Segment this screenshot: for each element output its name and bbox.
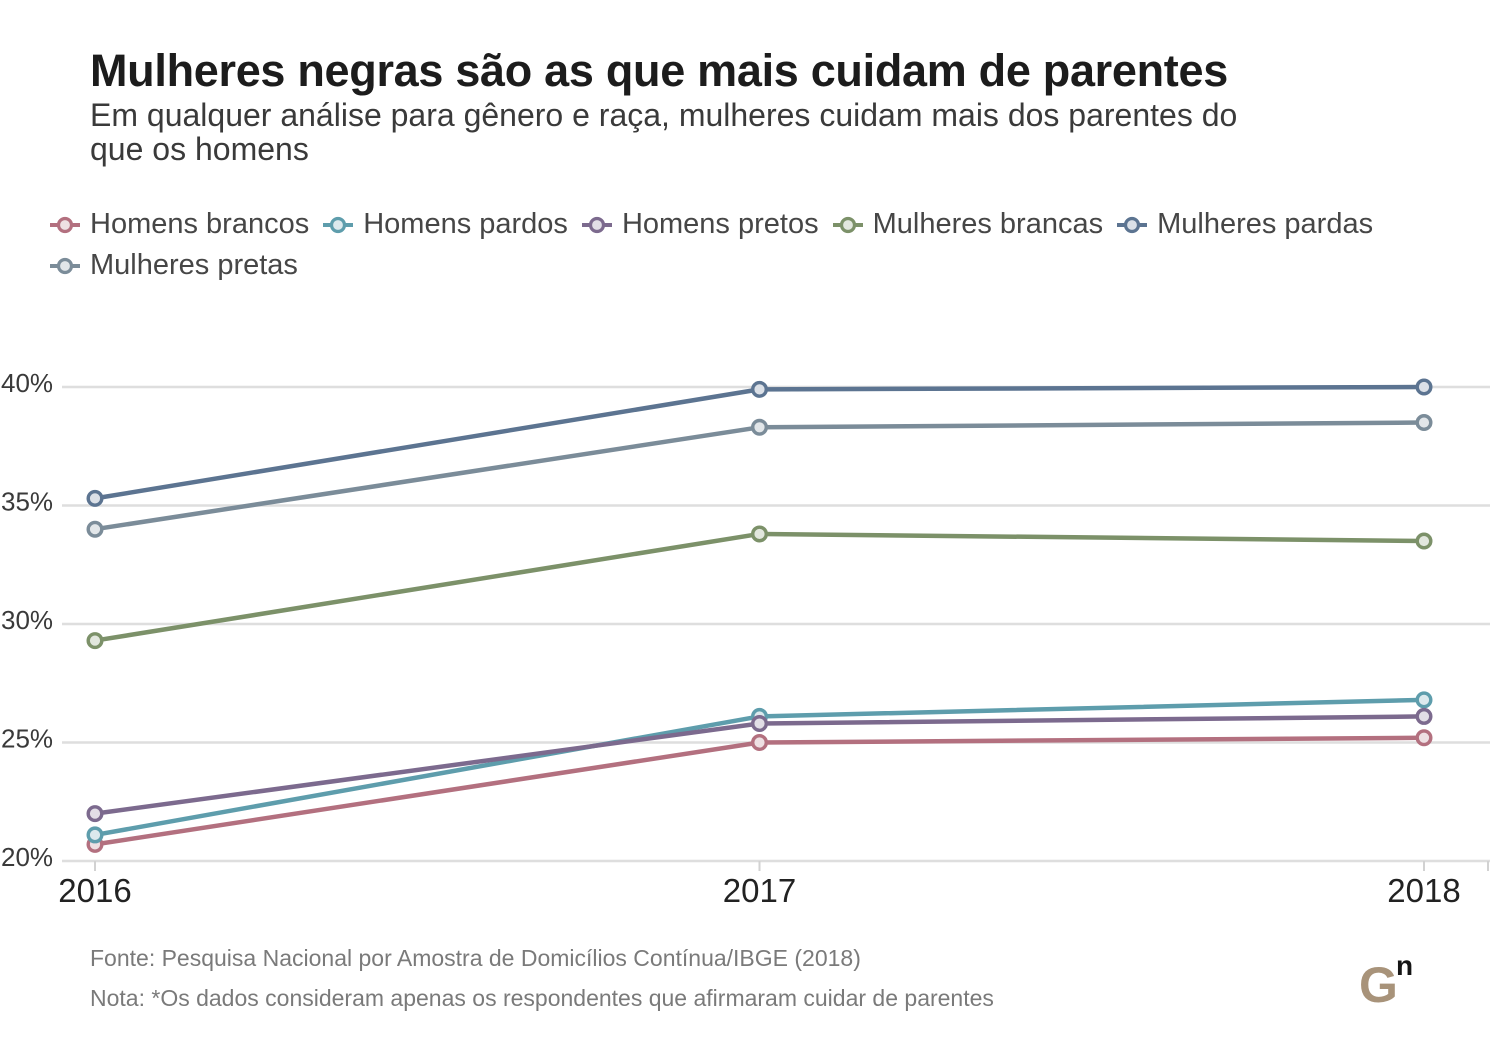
legend-marker <box>50 216 80 233</box>
series-mulheres-pardas <box>86 378 1433 507</box>
y-tick-label: 30% <box>1 605 53 635</box>
legend-marker-circle <box>56 257 74 274</box>
legend-marker <box>832 216 863 233</box>
legend-label: Mulheres pretas <box>90 249 298 281</box>
x-tick-label: 2017 <box>723 872 796 909</box>
legend-marker-circle <box>1123 216 1141 233</box>
legend-item-mulheres-pardas: Mulheres pardas <box>1117 204 1373 245</box>
marker-mulheres-pardas-2018 <box>1415 378 1433 396</box>
legend-label: Homens brancos <box>90 208 310 240</box>
marker-homens-pretos-2017 <box>751 715 769 733</box>
line-chart-plot: 20% 25% 30% 35% 40% 2016 2017 2018 <box>1 368 1490 909</box>
legend-marker-circle <box>588 216 606 233</box>
footnote: Nota: *Os dados consideram apenas os res… <box>90 985 994 1011</box>
logo-letter-main: G <box>1359 957 1398 1013</box>
y-tick-label: 20% <box>1 842 53 872</box>
marker-homens-pretos-2016 <box>86 805 104 823</box>
legend-label: Homens pardos <box>363 208 568 240</box>
legend: Homens brancos Homens pardos Homens pret… <box>50 204 1470 286</box>
legend-marker <box>1117 216 1148 233</box>
x-tick-label: 2018 <box>1387 872 1460 909</box>
legend-label: Mulheres pardas <box>1157 208 1374 240</box>
marker-homens-pretos-2018 <box>1415 707 1433 725</box>
legend-label: Mulheres brancas <box>872 208 1104 240</box>
legend-label: Homens pretos <box>621 208 819 240</box>
legend-item-mulheres-pretas: Mulheres pretas <box>50 245 298 286</box>
line-mulheres-pardas <box>92 384 1427 501</box>
legend-item-homens-pardos: Homens pardos <box>323 204 568 245</box>
series-homens-brancos <box>86 729 1433 853</box>
series-homens-pretos <box>86 707 1433 823</box>
y-tick-label: 25% <box>1 724 53 754</box>
publisher-logo: G n <box>1359 952 1419 1012</box>
marker-mulheres-brancas-2017 <box>751 525 769 543</box>
marker-homens-brancos-2017 <box>751 734 769 752</box>
source-note: Fonte: Pesquisa Nacional por Amostra de … <box>90 945 861 971</box>
legend-item-mulheres-brancas: Mulheres brancas <box>832 204 1104 245</box>
x-tick-label: 2016 <box>58 872 131 909</box>
y-tick-label: 40% <box>1 368 53 398</box>
chart-subtitle: Em qualquer análise para gênero e raça, … <box>90 97 1238 167</box>
legend-marker-circle <box>839 216 856 233</box>
legend-item-homens-brancos: Homens brancos <box>50 204 309 245</box>
y-tick-label: 35% <box>1 487 53 517</box>
x-axis: 2016 2017 2018 <box>58 861 1489 909</box>
line-homens-brancos <box>92 735 1427 847</box>
series-mulheres-pretas <box>86 414 1433 538</box>
marker-mulheres-pretas-2017 <box>751 418 769 436</box>
marker-homens-brancos-2018 <box>1415 729 1433 747</box>
legend-item-homens-pretos: Homens pretos <box>581 204 819 245</box>
legend-marker <box>50 257 80 274</box>
marker-mulheres-pardas-2016 <box>86 489 104 507</box>
marker-mulheres-pretas-2016 <box>86 520 104 538</box>
marker-mulheres-pardas-2017 <box>751 380 769 398</box>
marker-homens-pardos-2016 <box>86 826 104 844</box>
logo-letter-superscript: n <box>1396 950 1414 981</box>
marker-mulheres-brancas-2016 <box>86 632 104 650</box>
legend-marker <box>581 216 612 233</box>
legend-marker <box>323 216 354 233</box>
marker-mulheres-brancas-2018 <box>1415 532 1433 550</box>
line-mulheres-pretas <box>92 420 1427 532</box>
chart-title: Mulheres negras são as que mais cuidam d… <box>90 45 1228 96</box>
marker-homens-pardos-2018 <box>1415 691 1433 709</box>
series-mulheres-brancas <box>86 525 1433 650</box>
marker-mulheres-pretas-2018 <box>1415 414 1433 432</box>
legend-marker-circle <box>56 216 74 233</box>
legend-marker-circle <box>330 216 347 233</box>
